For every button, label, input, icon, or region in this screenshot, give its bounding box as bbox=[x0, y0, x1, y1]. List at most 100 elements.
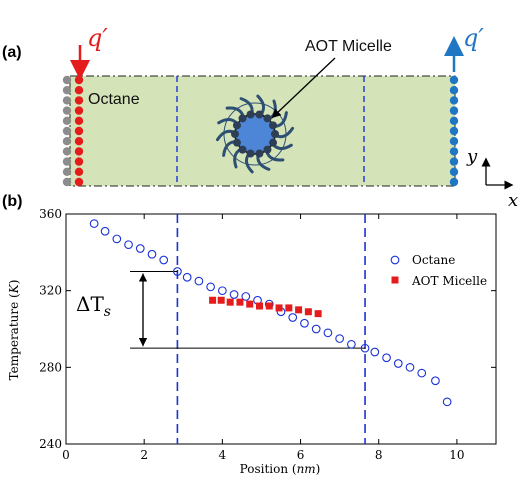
octane-point bbox=[360, 343, 370, 353]
octane-point bbox=[100, 226, 110, 236]
micelle-point bbox=[275, 304, 283, 312]
wall-atom-blue bbox=[449, 116, 459, 126]
plot-frame bbox=[65, 213, 497, 445]
heat-in-marker: q′ bbox=[70, 24, 108, 80]
wall-atom-blue bbox=[449, 75, 459, 85]
panel-a: (a) Octane q′ q′ AOT Micelle bbox=[2, 24, 518, 211]
wall-atom-blue bbox=[449, 86, 459, 95]
wall-atom-blue bbox=[449, 106, 459, 115]
y-axis-letter: y bbox=[466, 146, 478, 167]
coordinate-axes: y x bbox=[466, 146, 518, 211]
wall-atom-red bbox=[74, 106, 84, 115]
surfactant-head bbox=[246, 110, 255, 119]
octane-point bbox=[431, 376, 440, 386]
micelle-point bbox=[256, 302, 263, 310]
right-wall-atoms bbox=[449, 75, 459, 187]
surfactant-head bbox=[246, 149, 255, 158]
wall-atom-grey bbox=[62, 167, 72, 176]
wall-atom-grey bbox=[62, 75, 72, 85]
wall-atom-grey bbox=[62, 147, 72, 156]
y-tick-label: 360 bbox=[39, 207, 62, 221]
surfactant-head bbox=[255, 149, 264, 158]
octane-point bbox=[135, 244, 145, 253]
delta-t-label: ΔTs bbox=[76, 292, 111, 320]
wall-atom-red bbox=[74, 75, 84, 85]
octane-point bbox=[229, 290, 239, 299]
surfactant-head bbox=[232, 138, 241, 147]
legend-octane-label: Octane bbox=[412, 253, 455, 267]
surfactant-head bbox=[263, 145, 272, 154]
micelle-point bbox=[209, 296, 217, 304]
surfactant-head bbox=[271, 130, 279, 138]
wall-atom-grey bbox=[62, 86, 72, 95]
octane-point bbox=[347, 339, 356, 349]
octane-point bbox=[300, 318, 309, 328]
octane-point bbox=[393, 359, 403, 368]
heat-in-label: q′ bbox=[87, 24, 108, 52]
wall-atom-grey bbox=[62, 126, 72, 136]
surfactant-head bbox=[263, 114, 272, 123]
micelle-point bbox=[246, 300, 254, 308]
wall-atom-blue bbox=[449, 157, 459, 166]
micelle-point bbox=[285, 304, 293, 312]
x-tick-label: 8 bbox=[375, 448, 383, 462]
octane-point bbox=[323, 328, 333, 338]
wall-atom-grey bbox=[62, 157, 72, 166]
octane-point bbox=[382, 353, 391, 363]
octane-point bbox=[241, 292, 251, 301]
wall-atom-red bbox=[74, 86, 84, 95]
wall-atom-red bbox=[74, 137, 84, 146]
micelle-point bbox=[217, 296, 225, 304]
micelle-point bbox=[314, 310, 322, 318]
octane-point bbox=[417, 368, 427, 378]
micelle-pointer-arrow bbox=[271, 57, 336, 119]
legend-micelle-marker bbox=[391, 276, 399, 284]
wall-atom-blue bbox=[449, 177, 459, 187]
wall-atom-blue bbox=[449, 126, 459, 136]
octane-point bbox=[218, 286, 227, 296]
surfactant-head bbox=[269, 138, 278, 147]
surfactant-head bbox=[255, 110, 264, 119]
wall-atom-red bbox=[74, 157, 84, 166]
octane-point bbox=[405, 362, 415, 372]
panel-b: (b) 0 2 4 6 8 10 240 280 320 360 Octane AOT Micel… bbox=[2, 193, 497, 476]
legend-micelle-label: AOT Micelle bbox=[411, 274, 487, 288]
surfactant-head bbox=[232, 121, 241, 130]
wall-atom-blue bbox=[449, 147, 459, 156]
heat-out-label: q′ bbox=[463, 24, 484, 52]
surfactant-head bbox=[238, 145, 247, 154]
x-axis-title: Position (nm) bbox=[240, 462, 321, 476]
surfactant-head bbox=[238, 114, 247, 123]
wall-atom-grey bbox=[62, 137, 72, 146]
octane-point bbox=[288, 313, 298, 322]
wall-atom-red bbox=[74, 167, 84, 176]
octane-point bbox=[159, 255, 169, 265]
x-tick-label: 10 bbox=[449, 448, 464, 462]
y-tick-label: 240 bbox=[39, 437, 62, 451]
wall-atom-grey bbox=[62, 96, 72, 105]
legend-octane-marker bbox=[390, 255, 400, 265]
y-tick-label: 280 bbox=[39, 360, 62, 374]
panel-b-label: (b) bbox=[2, 193, 22, 210]
octane-point bbox=[147, 249, 157, 259]
surfactant-head bbox=[231, 130, 239, 138]
x-axis-letter: x bbox=[508, 190, 518, 211]
octane-point bbox=[112, 234, 122, 244]
micelle-label: AOT Micelle bbox=[305, 38, 392, 55]
wall-atom-blue bbox=[449, 137, 459, 146]
panel-a-label: (a) bbox=[2, 44, 22, 61]
x-tick-label: 2 bbox=[140, 448, 148, 462]
wall-atom-grey bbox=[62, 106, 72, 115]
micelle-point bbox=[295, 306, 303, 314]
octane-point bbox=[194, 276, 204, 286]
y-tick-label: 320 bbox=[39, 284, 62, 298]
micelle-point bbox=[265, 302, 273, 310]
heat-out-marker: q′ bbox=[444, 24, 484, 72]
octane-point bbox=[311, 324, 321, 334]
wall-atom-red bbox=[74, 96, 84, 105]
y-axis-title: Temperature (K) bbox=[7, 280, 21, 381]
wall-atom-blue bbox=[449, 96, 459, 105]
wall-atom-red bbox=[74, 147, 84, 156]
left-wall-atoms bbox=[62, 75, 84, 187]
octane-point bbox=[370, 347, 380, 357]
